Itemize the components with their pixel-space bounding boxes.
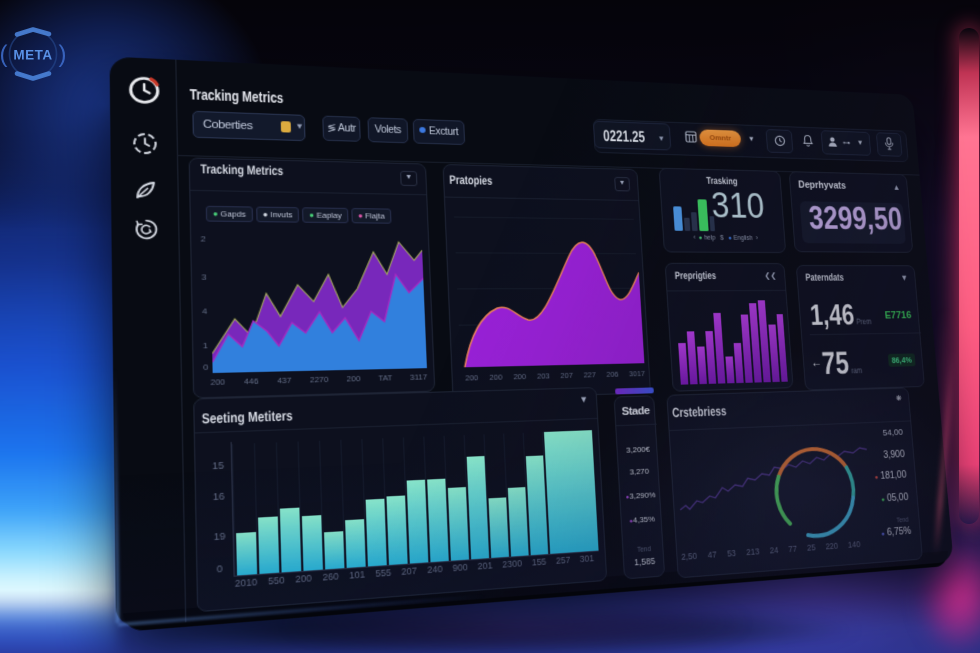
svg-text:(: ( xyxy=(0,41,8,68)
svg-text:META: META xyxy=(13,48,52,63)
svg-text:): ) xyxy=(59,41,67,68)
